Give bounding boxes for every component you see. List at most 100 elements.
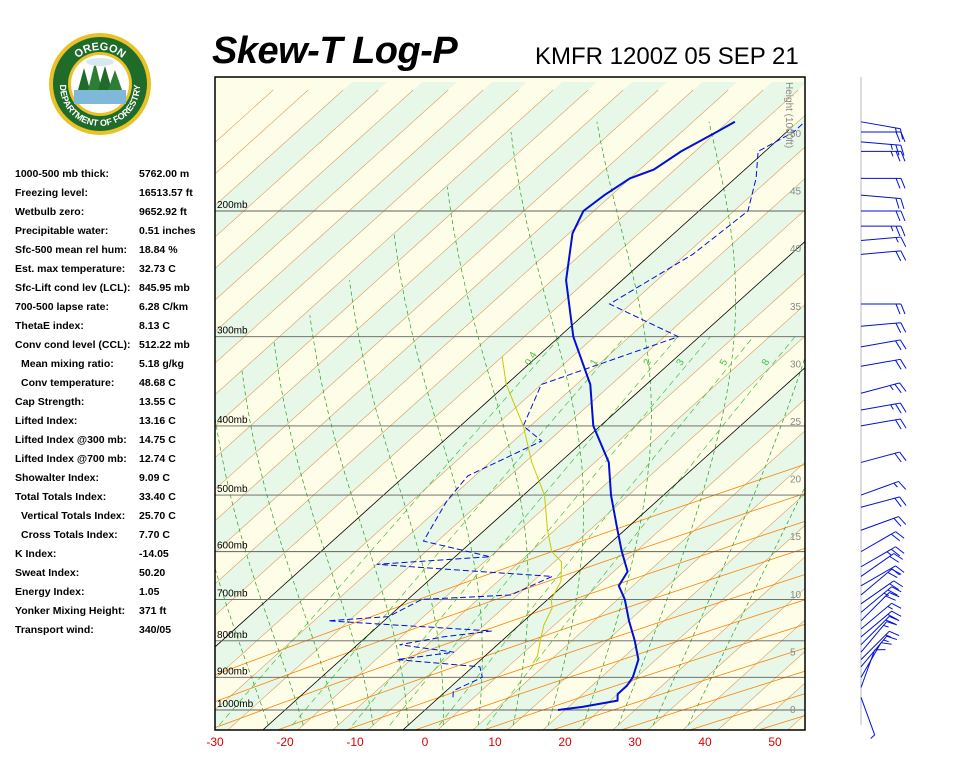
isotherm-line [215, 178, 805, 711]
height-tick-label: 10 [790, 590, 802, 601]
stat-value: 1.05 [139, 586, 160, 598]
x-tick-label: -20 [276, 735, 294, 749]
isotherm-line [215, 89, 694, 522]
stat-row: Precipitable water: 0.51 inches [15, 225, 215, 244]
wind-barb [860, 121, 904, 140]
stat-value: 32.73 C [139, 263, 176, 275]
wind-barb-full [894, 497, 902, 508]
wind-barb [860, 516, 907, 531]
stat-row: Transport wind: 340/05 [15, 624, 215, 643]
logo-top-text: OREGON [72, 41, 127, 61]
wind-barb [861, 177, 906, 189]
stat-value: 7.70 C [139, 529, 170, 541]
wind-barb-shaft [860, 402, 901, 411]
stat-value: 5762.00 m [139, 168, 190, 180]
stat-value: 512.22 mb [139, 339, 190, 351]
stat-value: 8.13 C [139, 320, 170, 332]
stat-value: 340/05 [139, 624, 172, 636]
wind-barb [860, 615, 900, 646]
wind-barb-half [870, 734, 876, 739]
wind-barb-full [891, 567, 901, 576]
moist-adiabat [349, 280, 444, 726]
wind-barb-full [880, 642, 892, 645]
wind-barb-half [895, 237, 899, 243]
mixing-ratio-label: 5 [718, 357, 731, 368]
isobar-label: 600mb [217, 541, 248, 552]
wind-barb-full [895, 151, 901, 162]
wind-barb-full [899, 382, 907, 392]
wind-barb-full [887, 572, 898, 578]
svg-text:OREGON: OREGON [72, 41, 127, 61]
wind-barb-shaft [860, 451, 900, 463]
wind-barb-full [895, 322, 902, 333]
wind-barb-full [894, 453, 902, 463]
wind-barb-full [895, 340, 902, 351]
isotherm-line [682, 619, 805, 730]
stat-label: Sweat Index: [15, 567, 80, 579]
stat-label: Lifted Index @700 mb: [15, 453, 127, 465]
isotherm-line [215, 89, 589, 427]
wind-barb-full [889, 592, 900, 598]
wind-barb-full [899, 128, 904, 140]
x-tick-label: -30 [206, 735, 224, 749]
wind-barb-full [885, 619, 896, 625]
mixing-ratio-line [486, 336, 796, 726]
height-tick-label: 50 [790, 129, 802, 140]
wind-barb-shaft [860, 697, 876, 736]
wind-barb [860, 236, 907, 247]
isotherm-line [215, 89, 379, 238]
isotherm-line [297, 272, 805, 730]
isotherm-line [227, 209, 805, 730]
isotherm-line [215, 89, 624, 459]
wind-barb [861, 150, 906, 162]
isotherm-line [823, 90, 960, 730]
wind-barb-shaft [860, 418, 901, 427]
stat-label: Cap Strength: [15, 396, 85, 408]
wind-barb-shaft [860, 586, 892, 613]
stat-label: Freezing level: [15, 187, 88, 199]
wind-barb-half [890, 144, 893, 150]
wind-barb [861, 131, 906, 143]
logo-seal-icon: OREGON DEPARTMENT OF FORESTRY [49, 33, 151, 135]
dry-adiabat [215, 492, 805, 703]
isotherm-line [215, 89, 484, 333]
stat-label: Transport wind: [15, 624, 94, 636]
isotherm-line [215, 89, 344, 206]
wind-barb-shaft [860, 546, 896, 568]
wind-barb [860, 565, 905, 587]
stat-row: K Index: -14.05 [15, 548, 215, 567]
stat-label: Sfc-Lift cond lev (LCL): [15, 282, 131, 294]
wind-barb [860, 642, 892, 678]
dewpoint-profile [327, 121, 805, 698]
stat-value: 25.70 C [139, 510, 176, 522]
stat-label: Mean mixing ratio: [21, 358, 114, 370]
wind-barb-full [889, 615, 900, 622]
stat-row: 700-500 lapse rate: 6.28 C/km [15, 301, 215, 320]
stat-value: 33.40 C [139, 491, 176, 503]
wind-barb-shaft [860, 592, 890, 622]
wind-barb-full [889, 583, 899, 591]
mixing-ratio-line [438, 336, 754, 726]
wind-barb-shaft [860, 553, 895, 577]
wind-barb [860, 358, 907, 370]
wind-barb-shaft [860, 630, 890, 660]
wind-barb-full [900, 303, 906, 315]
wind-barb-full [898, 516, 907, 525]
wind-barb-full [893, 580, 904, 588]
height-tick-label: 25 [790, 417, 802, 428]
stat-row: 1000-500 mb thick: 5762.00 m [15, 168, 215, 187]
wind-barb-full [899, 339, 907, 350]
wind-barb-full [899, 496, 907, 506]
wind-barb-half [893, 482, 898, 488]
isotherm-line [215, 89, 659, 490]
wind-barb-half [883, 592, 889, 597]
x-tick-label: -10 [346, 735, 364, 749]
stat-row: Cap Strength: 13.55 C [15, 396, 215, 415]
wind-barb-shaft [860, 565, 896, 587]
wind-barb-half [890, 404, 894, 410]
plot-frame [214, 76, 806, 731]
stat-row: Cross Totals Index: 7.70 C [15, 529, 215, 548]
stat-row: Sfc-Lift cond lev (LCL): 845.95 mb [15, 282, 215, 301]
wind-barb [860, 630, 900, 660]
wind-barb-full [895, 178, 901, 189]
